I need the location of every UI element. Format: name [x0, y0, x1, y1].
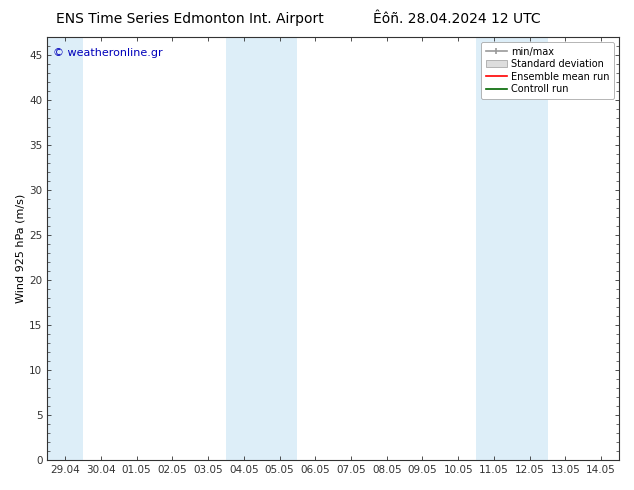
Text: © weatheronline.gr: © weatheronline.gr: [53, 48, 162, 58]
Text: ENS Time Series Edmonton Int. Airport: ENS Time Series Edmonton Int. Airport: [56, 12, 324, 26]
Text: Êôñ. 28.04.2024 12 UTC: Êôñ. 28.04.2024 12 UTC: [373, 12, 540, 26]
Y-axis label: Wind 925 hPa (m/s): Wind 925 hPa (m/s): [15, 194, 25, 303]
Bar: [48, 37, 83, 460]
Bar: [476, 37, 548, 460]
Bar: [226, 37, 297, 460]
Legend: min/max, Standard deviation, Ensemble mean run, Controll run: min/max, Standard deviation, Ensemble me…: [481, 42, 614, 99]
